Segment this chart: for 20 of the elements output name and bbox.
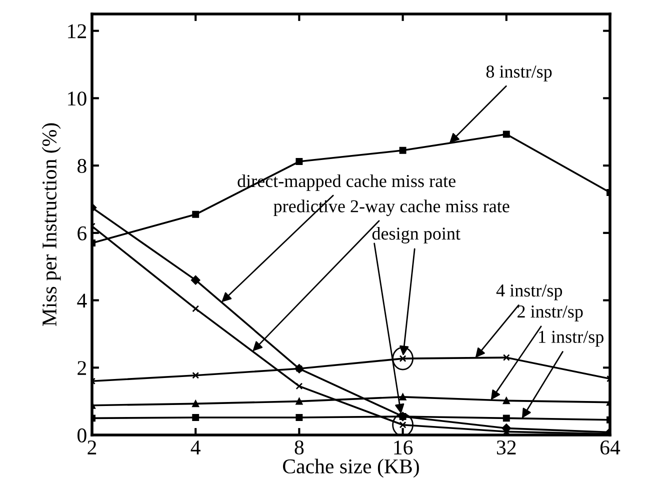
y-axis-title: Miss per Instruction (%) (42, 123, 61, 326)
annotation: design point (372, 227, 460, 244)
x-tick-label: 32 (496, 440, 516, 455)
x-axis-title: Cache size (KB) (283, 458, 419, 478)
x-tick-label: 8 (294, 440, 304, 455)
x-tick-label: 64 (600, 440, 620, 455)
y-tick-label: 6 (78, 226, 87, 240)
y-tick-label: 2 (78, 361, 86, 375)
x-tick-label: 4 (190, 440, 200, 454)
text: 8 instr/sp (486, 66, 552, 82)
text: 1 instr/sp (539, 330, 604, 347)
y-tick-label: 12 (68, 24, 86, 38)
y-tick-label: 10 (68, 92, 86, 106)
legend-label: 4 instr/sp (496, 284, 562, 300)
y-tick-label: 0 (78, 428, 86, 442)
y-tick-label: 8 (78, 158, 86, 173)
x-tick-label: 16 (394, 440, 413, 455)
x-tick-label: 2 (88, 440, 96, 454)
text: 2 instr/sp (518, 306, 583, 322)
y-tick-label: 4 (77, 294, 87, 308)
